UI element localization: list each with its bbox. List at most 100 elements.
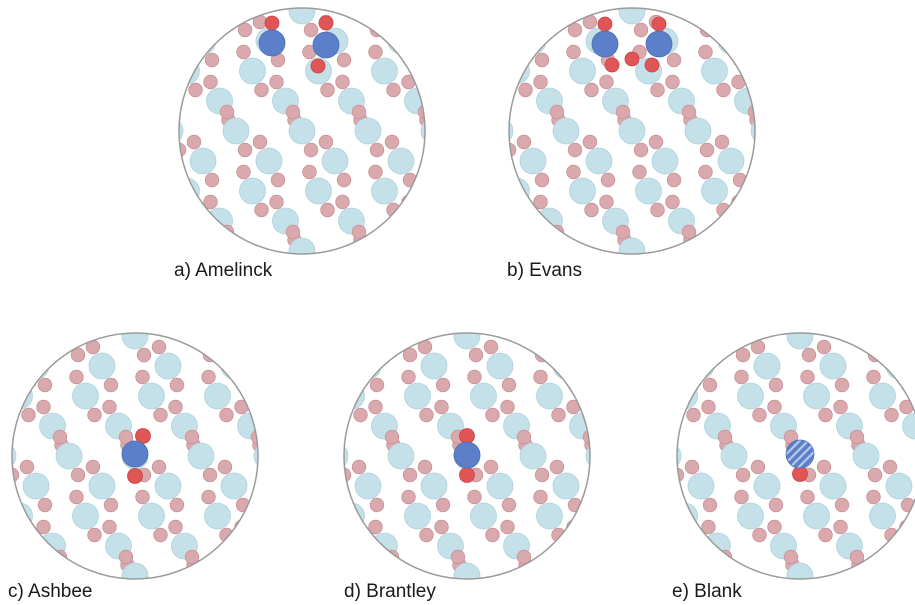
lattice-atom-small [866, 489, 881, 505]
lattice-atom-large [354, 117, 382, 145]
lattice-atom-small [816, 339, 832, 355]
lattice-atom-large [420, 117, 425, 145]
lattice-atom-small [584, 82, 599, 98]
lattice-atom-small [699, 142, 715, 158]
lattice-atom-small [85, 459, 101, 475]
lattice-atom-small [633, 22, 649, 38]
panel-d: d) Brantley [343, 310, 615, 602]
lattice-atom-small [252, 134, 268, 150]
lattice-atom-small [551, 527, 566, 543]
lattice-atom-small [749, 232, 755, 248]
lattice-atom-small [369, 497, 385, 513]
lattice-atom-large [552, 472, 580, 500]
lattice-atom-small [344, 369, 350, 385]
lattice-atom-large [684, 8, 712, 25]
lattice-atom-large [509, 117, 514, 145]
lattice-atom-large [288, 117, 316, 145]
lattice-atom-small [269, 468, 283, 482]
lattice-atom-small [767, 519, 782, 535]
lattice-atom-large [121, 333, 149, 350]
lattice-atom-large [255, 147, 283, 175]
lattice-atom-large [154, 472, 182, 500]
lattice-atom-large [734, 87, 755, 115]
lattice-atom-small [137, 588, 151, 602]
lattice-atom-large [404, 207, 425, 235]
lattice-atom-small [203, 74, 218, 90]
lattice-atom-large [552, 352, 580, 380]
lattice-atom-small [179, 44, 185, 60]
lattice-atom-small [201, 489, 216, 505]
lattice-atom-large [354, 352, 382, 380]
lattice-atom-small [701, 399, 716, 415]
lattice-atom-small [533, 74, 548, 90]
lattice-atom-large [684, 117, 712, 145]
lattice-atom-small [385, 310, 399, 324]
lattice-atom-large [585, 442, 590, 470]
lattice-atom-large [519, 442, 547, 470]
lattice-atom-large [720, 442, 748, 470]
lattice-atom-small [351, 224, 367, 240]
lattice-atom-large [344, 502, 365, 530]
lattice-atom-large [701, 177, 728, 205]
lattice-atom-large [22, 472, 50, 500]
lattice-atom-small [601, 468, 615, 482]
lattice-atom-small [417, 459, 433, 475]
lattice-atom-small [435, 497, 451, 513]
lattice-atom-small [386, 557, 401, 573]
lattice-atom-small [533, 369, 548, 385]
lattice-atom-large [344, 382, 365, 410]
lattice-atom-small [833, 399, 848, 415]
lattice-atom-small [179, 164, 185, 180]
lattice-atom-small [882, 339, 898, 355]
molecule-atom-red [459, 428, 475, 444]
lattice-atom-large [717, 27, 745, 55]
lattice-atom-large [786, 562, 814, 579]
lattice-atom-small [384, 134, 400, 150]
lattice-atom-small [54, 557, 69, 573]
lattice-atom-large [701, 57, 728, 85]
molecule-atom-blue [645, 30, 673, 58]
lattice-atom-small [816, 459, 832, 475]
lattice-atom-small [69, 369, 84, 385]
lattice-atom-small [701, 519, 716, 535]
lattice-atom-small [600, 172, 616, 188]
lattice-atom-small [217, 459, 233, 475]
lattice-atom-small [501, 377, 517, 393]
lattice-atom-small [221, 232, 236, 248]
lattice-atom-small [353, 527, 368, 543]
lattice-atom-small [549, 339, 565, 355]
lattice-atom-large [354, 8, 382, 25]
lattice-atom-small [634, 263, 648, 277]
lattice-atom-small [516, 429, 532, 445]
lattice-atom-large [121, 562, 149, 579]
molecule-atom-red [597, 16, 613, 32]
lattice-atom-small [417, 104, 425, 120]
lattice-atom-large [288, 8, 316, 25]
lattice-atom-large [189, 147, 217, 175]
molecule-atom-red [459, 467, 475, 483]
lattice-atom-small [802, 588, 816, 602]
lattice-atom-small [716, 202, 731, 218]
lattice-atom-large [869, 382, 896, 410]
lattice-atom-small [700, 263, 714, 277]
lattice-atom-small [599, 74, 614, 90]
lattice-atom-small [500, 519, 515, 535]
lattice-atom-small [250, 429, 258, 445]
lattice-atom-small [467, 489, 482, 505]
lattice-atom-large [404, 87, 425, 115]
lattice-atom-large [569, 177, 596, 205]
lattice-atom-small [468, 347, 484, 363]
lattice-atom-small [800, 369, 815, 385]
molecule-atom-red [651, 16, 667, 32]
lattice-atom-small [19, 459, 35, 475]
molecules-c [121, 428, 151, 484]
lattice-atom-large [453, 562, 481, 579]
lattice-atom-small [677, 467, 685, 483]
lattice-atom-small [184, 429, 200, 445]
lattice-atom-small [584, 557, 590, 573]
lattice-atom-small [169, 377, 185, 393]
lattice-atom-small [254, 202, 269, 218]
lattice-atom-small [21, 527, 36, 543]
lattice-atom-small [484, 105, 498, 119]
lattice-atom-large [305, 177, 332, 205]
